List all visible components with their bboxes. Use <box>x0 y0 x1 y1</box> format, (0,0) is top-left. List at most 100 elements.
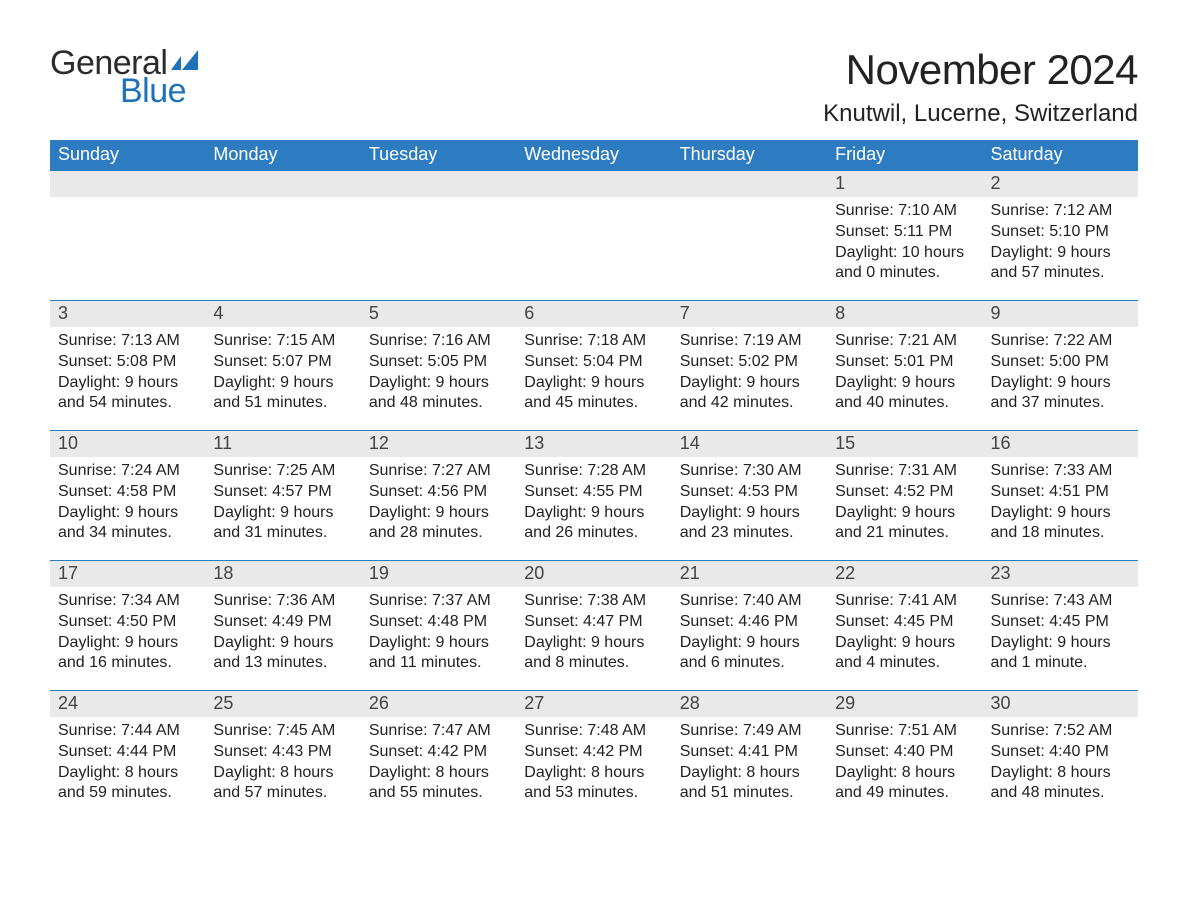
daylight-line-1: Daylight: 9 hours <box>369 633 508 654</box>
day-cell: 2Sunrise: 7:12 AMSunset: 5:10 PMDaylight… <box>983 171 1138 301</box>
daylight-line-1: Daylight: 8 hours <box>680 763 819 784</box>
sunrise-line: Sunrise: 7:15 AM <box>213 331 352 352</box>
day-number: 15 <box>827 431 982 457</box>
sunrise-line: Sunrise: 7:36 AM <box>213 591 352 612</box>
daylight-line-1: Daylight: 9 hours <box>991 633 1130 654</box>
daylight-line-2: and 31 minutes. <box>213 523 352 544</box>
day-cell: 28Sunrise: 7:49 AMSunset: 4:41 PMDayligh… <box>672 691 827 821</box>
sunrise-line: Sunrise: 7:34 AM <box>58 591 197 612</box>
week-row: 24Sunrise: 7:44 AMSunset: 4:44 PMDayligh… <box>50 691 1138 821</box>
day-cell <box>516 171 671 301</box>
daylight-line-1: Daylight: 9 hours <box>58 633 197 654</box>
daylight-line-2: and 48 minutes. <box>369 393 508 414</box>
sunset-line: Sunset: 4:53 PM <box>680 482 819 503</box>
daylight-line-1: Daylight: 8 hours <box>213 763 352 784</box>
day-number: 27 <box>516 691 671 717</box>
logo-blue-text: Blue <box>120 74 186 108</box>
day-cell: 23Sunrise: 7:43 AMSunset: 4:45 PMDayligh… <box>983 561 1138 691</box>
sunset-line: Sunset: 4:56 PM <box>369 482 508 503</box>
sunset-line: Sunset: 5:04 PM <box>524 352 663 373</box>
daylight-line-2: and 8 minutes. <box>524 653 663 674</box>
day-cell <box>672 171 827 301</box>
sunrise-line: Sunrise: 7:21 AM <box>835 331 974 352</box>
header: General Blue November 2024 Knutwil, Luce… <box>50 46 1138 128</box>
daylight-line-1: Daylight: 9 hours <box>213 503 352 524</box>
day-number: 17 <box>50 561 205 587</box>
daylight-line-2: and 23 minutes. <box>680 523 819 544</box>
day-number: 11 <box>205 431 360 457</box>
sunset-line: Sunset: 4:58 PM <box>58 482 197 503</box>
day-number: 23 <box>983 561 1138 587</box>
day-number: 2 <box>983 171 1138 197</box>
week-row: 17Sunrise: 7:34 AMSunset: 4:50 PMDayligh… <box>50 561 1138 691</box>
sunset-line: Sunset: 4:41 PM <box>680 742 819 763</box>
sunset-line: Sunset: 5:07 PM <box>213 352 352 373</box>
day-cell: 19Sunrise: 7:37 AMSunset: 4:48 PMDayligh… <box>361 561 516 691</box>
day-number: 13 <box>516 431 671 457</box>
daylight-line-2: and 4 minutes. <box>835 653 974 674</box>
day-body: Sunrise: 7:43 AMSunset: 4:45 PMDaylight:… <box>983 587 1138 680</box>
sunrise-line: Sunrise: 7:25 AM <box>213 461 352 482</box>
daylight-line-1: Daylight: 9 hours <box>680 503 819 524</box>
daylight-line-2: and 6 minutes. <box>680 653 819 674</box>
sunset-line: Sunset: 4:57 PM <box>213 482 352 503</box>
sunrise-line: Sunrise: 7:48 AM <box>524 721 663 742</box>
sunrise-line: Sunrise: 7:52 AM <box>991 721 1130 742</box>
day-number: 21 <box>672 561 827 587</box>
day-number: 26 <box>361 691 516 717</box>
day-cell: 21Sunrise: 7:40 AMSunset: 4:46 PMDayligh… <box>672 561 827 691</box>
sunset-line: Sunset: 4:48 PM <box>369 612 508 633</box>
daylight-line-2: and 16 minutes. <box>58 653 197 674</box>
day-body: Sunrise: 7:51 AMSunset: 4:40 PMDaylight:… <box>827 717 982 810</box>
daylight-line-1: Daylight: 9 hours <box>991 243 1130 264</box>
day-cell <box>361 171 516 301</box>
daylight-line-1: Daylight: 8 hours <box>369 763 508 784</box>
title-block: November 2024 Knutwil, Lucerne, Switzerl… <box>823 46 1138 128</box>
daylight-line-2: and 13 minutes. <box>213 653 352 674</box>
daylight-line-2: and 1 minute. <box>991 653 1130 674</box>
day-body: Sunrise: 7:45 AMSunset: 4:43 PMDaylight:… <box>205 717 360 810</box>
daylight-line-1: Daylight: 10 hours <box>835 243 974 264</box>
sunrise-line: Sunrise: 7:30 AM <box>680 461 819 482</box>
sunrise-line: Sunrise: 7:31 AM <box>835 461 974 482</box>
daylight-line-2: and 40 minutes. <box>835 393 974 414</box>
daylight-line-1: Daylight: 9 hours <box>835 633 974 654</box>
day-cell <box>50 171 205 301</box>
day-body: Sunrise: 7:27 AMSunset: 4:56 PMDaylight:… <box>361 457 516 550</box>
day-cell: 27Sunrise: 7:48 AMSunset: 4:42 PMDayligh… <box>516 691 671 821</box>
day-body: Sunrise: 7:21 AMSunset: 5:01 PMDaylight:… <box>827 327 982 420</box>
sunrise-line: Sunrise: 7:19 AM <box>680 331 819 352</box>
daylight-line-2: and 53 minutes. <box>524 783 663 804</box>
daylight-line-1: Daylight: 9 hours <box>369 503 508 524</box>
weekday-header: Friday <box>827 140 982 171</box>
daylight-line-1: Daylight: 9 hours <box>524 373 663 394</box>
day-cell: 20Sunrise: 7:38 AMSunset: 4:47 PMDayligh… <box>516 561 671 691</box>
daylight-line-2: and 49 minutes. <box>835 783 974 804</box>
day-body: Sunrise: 7:37 AMSunset: 4:48 PMDaylight:… <box>361 587 516 680</box>
day-body: Sunrise: 7:12 AMSunset: 5:10 PMDaylight:… <box>983 197 1138 290</box>
week-row: 1Sunrise: 7:10 AMSunset: 5:11 PMDaylight… <box>50 171 1138 301</box>
day-body: Sunrise: 7:49 AMSunset: 4:41 PMDaylight:… <box>672 717 827 810</box>
day-cell: 9Sunrise: 7:22 AMSunset: 5:00 PMDaylight… <box>983 301 1138 431</box>
day-number: 29 <box>827 691 982 717</box>
sunset-line: Sunset: 4:43 PM <box>213 742 352 763</box>
sunrise-line: Sunrise: 7:22 AM <box>991 331 1130 352</box>
sunset-line: Sunset: 4:47 PM <box>524 612 663 633</box>
sunset-line: Sunset: 4:49 PM <box>213 612 352 633</box>
daylight-line-1: Daylight: 8 hours <box>835 763 974 784</box>
day-number: 5 <box>361 301 516 327</box>
daylight-line-1: Daylight: 9 hours <box>835 373 974 394</box>
day-number: 7 <box>672 301 827 327</box>
day-cell: 16Sunrise: 7:33 AMSunset: 4:51 PMDayligh… <box>983 431 1138 561</box>
logo: General Blue <box>50 46 201 108</box>
daylight-line-2: and 55 minutes. <box>369 783 508 804</box>
day-number: 30 <box>983 691 1138 717</box>
day-number: 10 <box>50 431 205 457</box>
empty-daynum-band <box>516 171 671 197</box>
weekday-header-row: SundayMondayTuesdayWednesdayThursdayFrid… <box>50 140 1138 171</box>
day-cell: 6Sunrise: 7:18 AMSunset: 5:04 PMDaylight… <box>516 301 671 431</box>
sunset-line: Sunset: 5:02 PM <box>680 352 819 373</box>
daylight-line-2: and 45 minutes. <box>524 393 663 414</box>
day-body: Sunrise: 7:18 AMSunset: 5:04 PMDaylight:… <box>516 327 671 420</box>
day-cell: 22Sunrise: 7:41 AMSunset: 4:45 PMDayligh… <box>827 561 982 691</box>
